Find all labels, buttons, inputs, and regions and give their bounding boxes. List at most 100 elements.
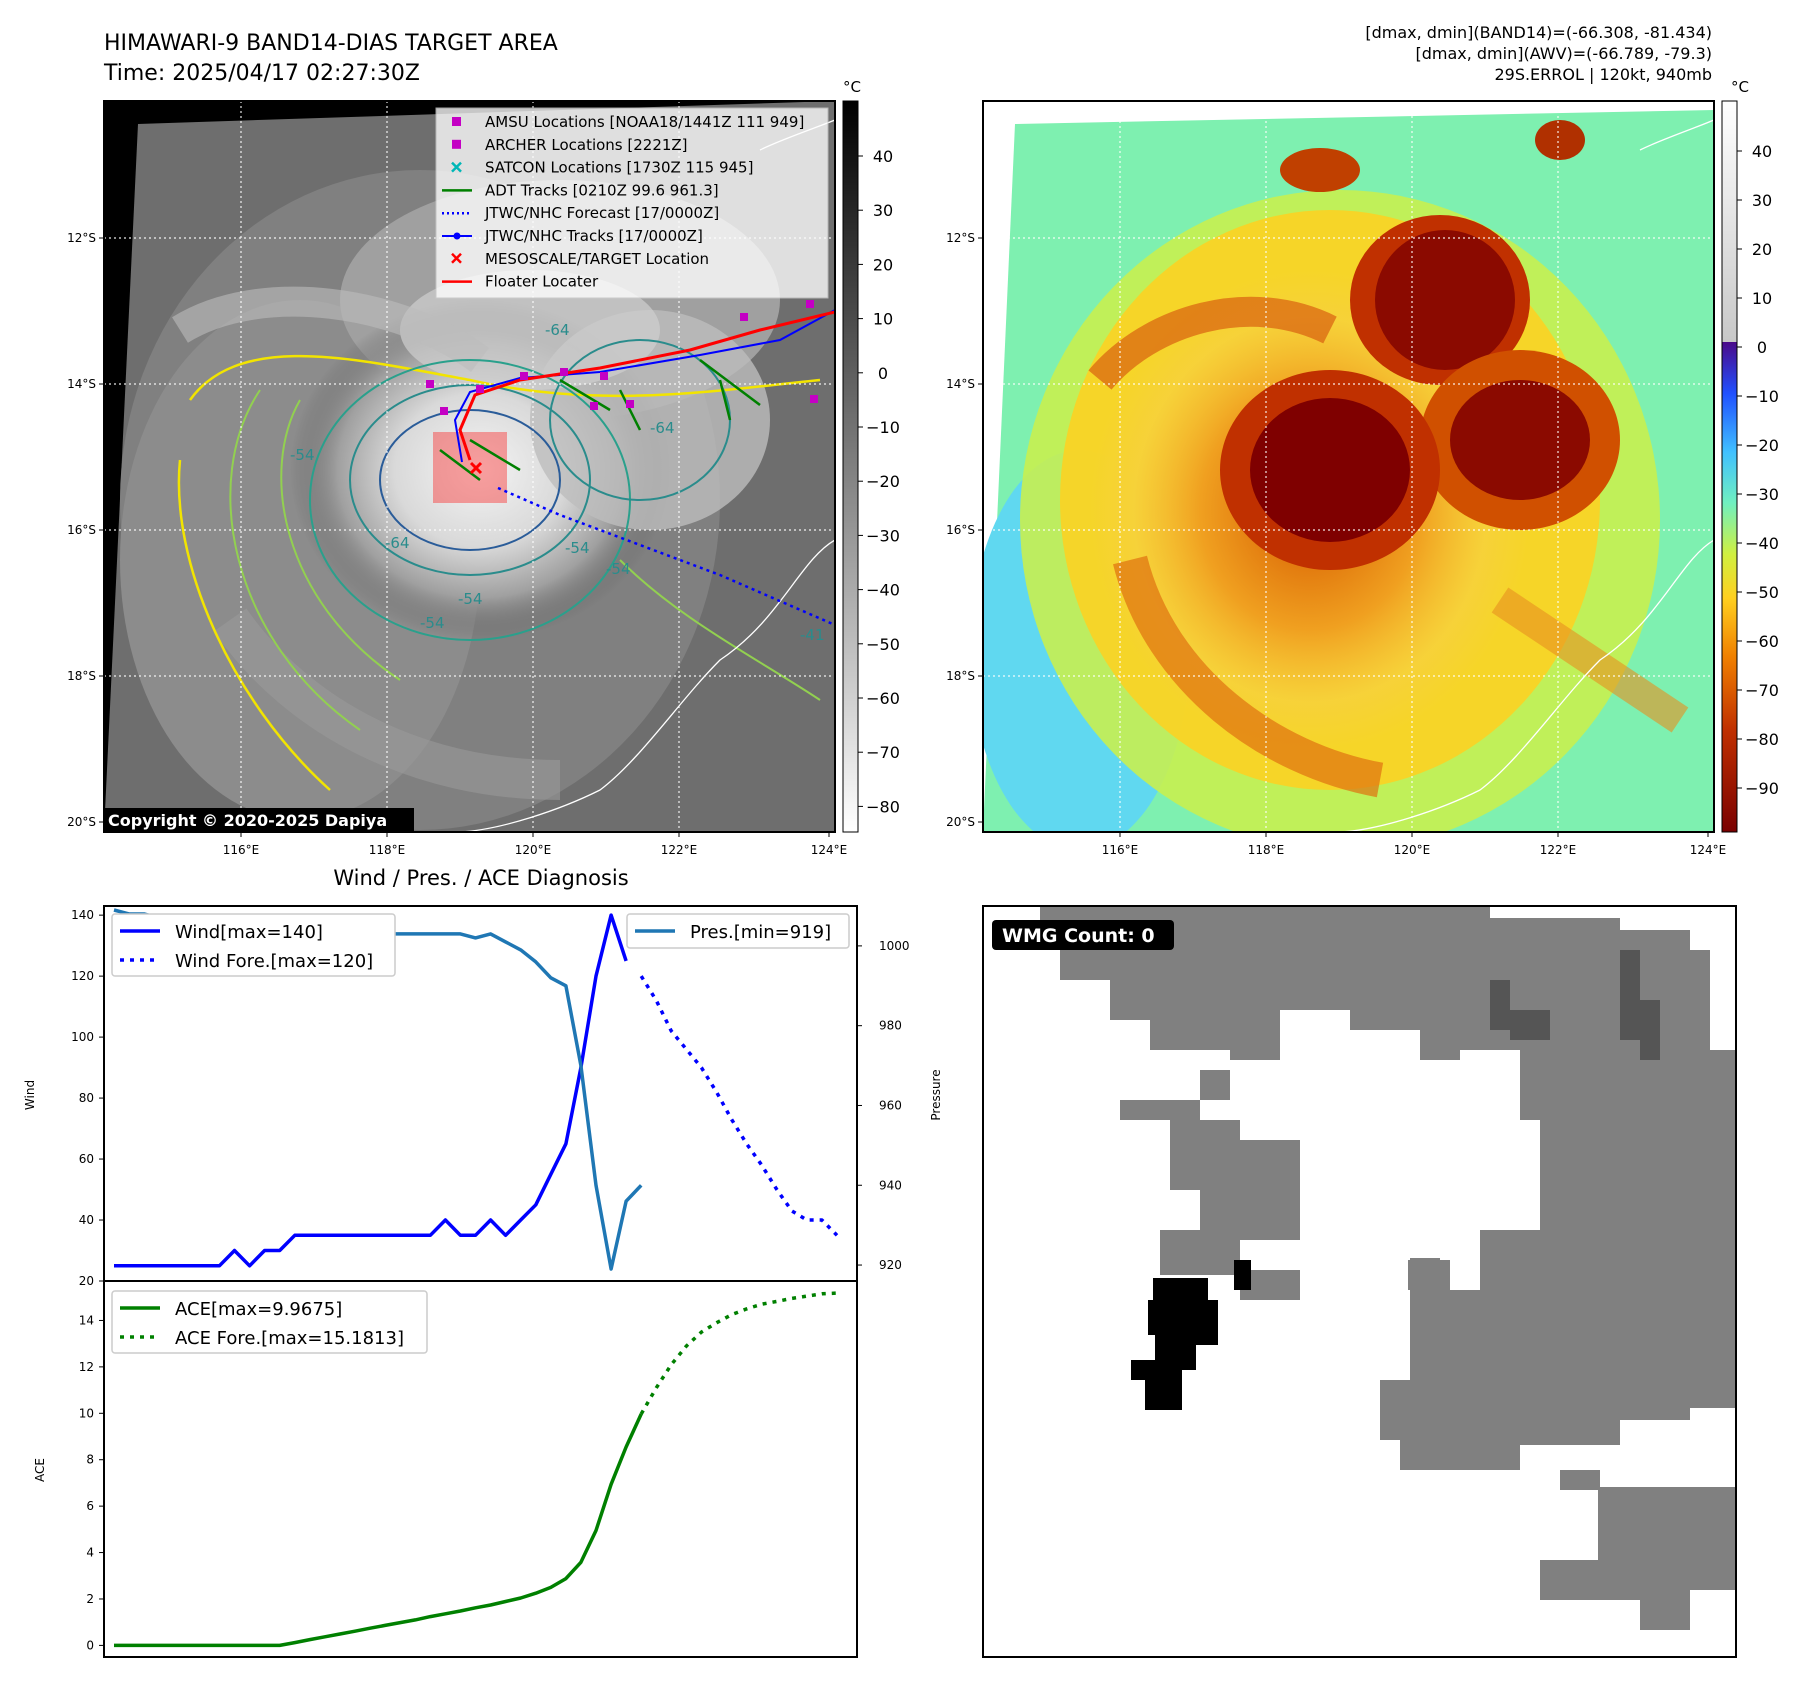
y-tick-label: 80 bbox=[79, 1091, 94, 1105]
legend-label: SATCON Locations [1730Z 115 945] bbox=[485, 159, 753, 177]
lat-label: 12°S bbox=[67, 231, 96, 245]
map-legend: AMSU Locations [NOAA18/1441Z 111 949] ARC… bbox=[435, 107, 829, 299]
color-colorbar-unit: °C bbox=[1731, 78, 1749, 96]
legend-item: ARCHER Locations [2221Z] bbox=[452, 136, 688, 154]
y-right-tick-label: 960 bbox=[879, 1098, 902, 1112]
lat-label: 14°S bbox=[67, 377, 96, 391]
colorbar-tick-label: −50 bbox=[1745, 583, 1779, 602]
y-tick-label: 120 bbox=[71, 969, 94, 983]
colorbar-tick-label: −50 bbox=[866, 635, 900, 654]
y-right-tick-label: 1000 bbox=[879, 939, 910, 953]
jtwc-forecast-track bbox=[497, 486, 835, 627]
contour-label: -41 bbox=[800, 626, 825, 644]
contour-label: -54 bbox=[606, 560, 631, 578]
lon-label: 124°E bbox=[811, 843, 848, 857]
colorbar-tick-label: −80 bbox=[866, 797, 900, 816]
lon-label: 116°E bbox=[223, 843, 260, 857]
legend-label: Floater Locater bbox=[485, 273, 599, 291]
legend-marker bbox=[452, 139, 461, 149]
y-tick-label: 4 bbox=[86, 1546, 94, 1560]
stats-line2: [dmax, dmin](AWV)=(-66.789, -79.3) bbox=[1415, 44, 1712, 63]
lat-label: 20°S bbox=[946, 815, 975, 829]
contour-label: -54 bbox=[565, 539, 590, 557]
colorbar-tick-label: 20 bbox=[1752, 240, 1772, 259]
colorbar-tick-label: 20 bbox=[873, 255, 893, 274]
lon-label: 116°E bbox=[1102, 843, 1139, 857]
lon-label: 120°E bbox=[515, 843, 552, 857]
y-tick-label: 0 bbox=[86, 1638, 94, 1652]
stats-line1: [dmax, dmin](BAND14)=(-66.308, -81.434) bbox=[1365, 23, 1712, 42]
colorbar-tick-label: −40 bbox=[1745, 534, 1779, 553]
legend-label: AMSU Locations [NOAA18/1441Z 111 949] bbox=[485, 113, 804, 131]
ace-axis-label: ACE bbox=[33, 1458, 47, 1482]
figure-title-line2: Time: 2025/04/17 02:27:30Z bbox=[103, 61, 420, 86]
contour-label: -54 bbox=[290, 446, 315, 464]
legend-item: JTWC/NHC Tracks [17/0000Z] bbox=[442, 227, 703, 245]
lon-label: 118°E bbox=[1248, 843, 1285, 857]
colorbar-tick-label: −90 bbox=[1745, 779, 1779, 798]
legend-item: SATCON Locations [1730Z 115 945] bbox=[451, 159, 753, 177]
y-tick-label: 8 bbox=[86, 1453, 94, 1467]
series-line-ace bbox=[114, 1413, 643, 1648]
colorbar-tick-label: −10 bbox=[866, 418, 900, 437]
colorbar-tick-label: −70 bbox=[1745, 681, 1779, 700]
colorbar-tick-label: −60 bbox=[866, 689, 900, 708]
wind-legend-label: Wind[max=140] bbox=[175, 922, 323, 943]
y-tick-label: 20 bbox=[79, 1274, 94, 1288]
lon-label: 118°E bbox=[369, 843, 406, 857]
legend-label: MESOSCALE/TARGET Location bbox=[485, 250, 709, 268]
y-tick-label: 40 bbox=[79, 1213, 94, 1227]
colorbar-tick-label: 40 bbox=[873, 147, 893, 166]
lat-label: 18°S bbox=[946, 669, 975, 683]
colorbar-tick-label: −30 bbox=[866, 526, 900, 545]
lon-label: 122°E bbox=[1540, 843, 1577, 857]
lat-label: 16°S bbox=[946, 523, 975, 537]
y-right-tick-label: 980 bbox=[879, 1019, 902, 1033]
lon-label: 122°E bbox=[661, 843, 698, 857]
ace-chart: 14 12 10 8 6 4 2 0 bbox=[79, 1291, 838, 1652]
lon-label: 124°E bbox=[1690, 843, 1727, 857]
amsu-archer-markers bbox=[426, 300, 818, 415]
y-tick-label: 140 bbox=[71, 908, 94, 922]
legend-label: ARCHER Locations [2221Z] bbox=[485, 136, 688, 154]
adt-track-segments bbox=[439, 359, 761, 481]
y-tick-label: 12 bbox=[79, 1360, 94, 1374]
lat-label: 16°S bbox=[67, 523, 96, 537]
legend-label: JTWC/NHC Tracks [17/0000Z] bbox=[484, 227, 703, 245]
legend-item: MESOSCALE/TARGET Location bbox=[451, 250, 709, 268]
wmg-frame bbox=[982, 905, 1737, 1658]
legend-marker bbox=[453, 232, 461, 240]
lat-label: 12°S bbox=[946, 231, 975, 245]
contour-label: -54 bbox=[458, 590, 483, 608]
legend-marker bbox=[452, 117, 461, 126]
pressure-axis-label: Pressure bbox=[929, 1069, 943, 1120]
colorbar-tick-label: −60 bbox=[1745, 632, 1779, 651]
pressure-legend-label: Pres.[min=919] bbox=[690, 922, 831, 943]
y-tick-label: 10 bbox=[79, 1406, 94, 1420]
colorbar-tick-label: −10 bbox=[1745, 387, 1779, 406]
series-line-ace-forecast bbox=[639, 1291, 838, 1415]
series-line-wind bbox=[114, 913, 628, 1268]
ace-forecast-legend-label: ACE Fore.[max=15.1813] bbox=[175, 1328, 404, 1349]
colorbar-tick-label: −20 bbox=[866, 472, 900, 491]
y-tick-label: 60 bbox=[79, 1152, 94, 1166]
wind-legend: Wind[max=140] Wind Fore.[max=120] bbox=[111, 913, 396, 977]
legend-label: ADT Tracks [0210Z 99.6 961.3] bbox=[485, 181, 719, 199]
y-tick-label: 2 bbox=[86, 1592, 94, 1606]
lat-label: 20°S bbox=[67, 815, 96, 829]
wind-axis-label: Wind bbox=[23, 1080, 37, 1110]
legend-marker bbox=[451, 161, 462, 173]
colorbar-tick-label: 10 bbox=[873, 310, 893, 329]
color-colorbar bbox=[1721, 100, 1738, 833]
colorbar-tick-label: 10 bbox=[1752, 289, 1772, 308]
y-tick-label: 100 bbox=[71, 1030, 94, 1044]
y-tick-label: 6 bbox=[86, 1499, 94, 1513]
gray-colorbar bbox=[842, 100, 859, 833]
lon-label: 120°E bbox=[1394, 843, 1431, 857]
ir-color-map bbox=[983, 101, 1714, 832]
y-right-tick-label: 920 bbox=[879, 1258, 902, 1272]
map1-frame bbox=[103, 100, 836, 833]
colorbar-tick-label: −40 bbox=[866, 581, 900, 600]
color-colorbar-ticks: 40 30 20 10 0 −10 −20 −30 −40 −50 −60 −70 −80 −90 bbox=[1737, 142, 1779, 798]
